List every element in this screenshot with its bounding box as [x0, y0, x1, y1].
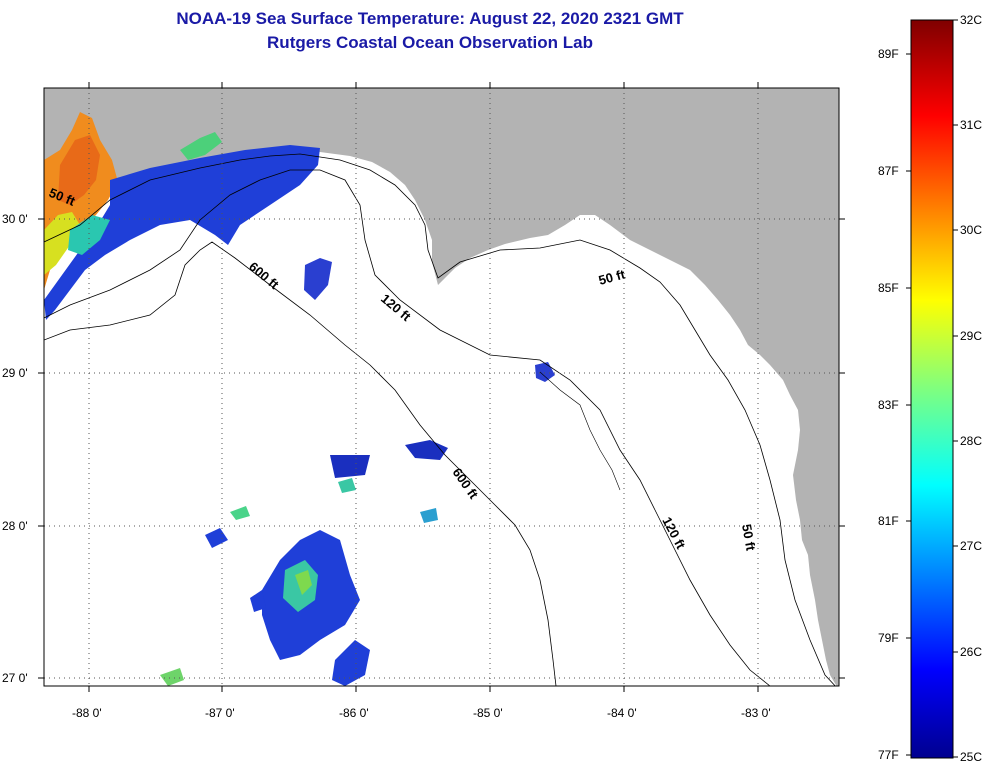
colorbar-label-29c: 29C	[960, 329, 982, 343]
contour-600ft	[44, 241, 557, 686]
colorbar-label-28c: 28C	[960, 434, 982, 448]
sst-patch-3	[405, 440, 448, 460]
land-mass	[44, 88, 839, 686]
lat-label-30: 30 0'	[2, 212, 28, 226]
sst-cyan-patch	[68, 215, 110, 255]
colorbar-label-31c: 31C	[960, 118, 982, 132]
lat-label-27: 27 0'	[2, 671, 28, 685]
sst-patch-4	[330, 455, 370, 478]
colorbar-label-83f: 83F	[878, 398, 899, 412]
map-title: NOAA-19 Sea Surface Temperature: August …	[176, 9, 684, 28]
sst-patch-1	[304, 258, 332, 300]
colorbar-label-79f: 79F	[878, 631, 899, 645]
sst-yellow-band	[44, 212, 80, 275]
sst-south-green	[295, 570, 312, 595]
sst-patch-11	[420, 508, 438, 523]
sst-patch-8	[230, 506, 250, 520]
sst-patch-5	[332, 640, 370, 686]
lon-label-85: -85 0'	[473, 706, 503, 720]
colorbar-label-25c: 25C	[960, 750, 982, 764]
lon-label-87: -87 0'	[205, 706, 235, 720]
colorbar-label-85f: 85F	[878, 281, 899, 295]
colorbar-ticks	[906, 19, 958, 758]
contour-label-50ft-south: 50 ft	[739, 523, 759, 553]
contour-120ft-inner	[539, 371, 621, 491]
contour-label-50ft-east: 50 ft	[597, 266, 627, 288]
colorbar-label-26c: 26C	[960, 645, 982, 659]
axis-ticks	[38, 82, 845, 692]
lat-label-28: 28 0'	[2, 519, 28, 533]
colorbar-label-30c: 30C	[960, 223, 982, 237]
contour-120ft	[44, 169, 771, 686]
sst-green-streak	[180, 132, 222, 160]
sst-warm-core	[58, 135, 100, 205]
sst-blue-band	[44, 145, 320, 320]
lon-label-83: -83 0'	[741, 706, 771, 720]
lon-label-84: -84 0'	[607, 706, 637, 720]
colorbar-label-32c: 32C	[960, 13, 982, 27]
colorbar-label-77f: 77F	[878, 748, 899, 762]
lat-label-29: 29 0'	[2, 366, 28, 380]
colorbar-label-27c: 27C	[960, 539, 982, 553]
sst-patch-10	[250, 590, 266, 612]
map-frame	[43, 87, 840, 687]
lon-label-86: -86 0'	[339, 706, 369, 720]
sst-patch-6	[160, 668, 184, 686]
map-subtitle: Rutgers Coastal Ocean Observation Lab	[267, 33, 593, 52]
colorbar-label-81f: 81F	[878, 514, 899, 528]
colorbar-label-89f: 89F	[878, 47, 899, 61]
lon-label-88: -88 0'	[72, 706, 102, 720]
contour-50ft	[44, 153, 836, 686]
colorbar-label-87f: 87F	[878, 164, 899, 178]
temperature-colorbar	[910, 19, 954, 759]
sst-patch-9	[338, 478, 356, 493]
